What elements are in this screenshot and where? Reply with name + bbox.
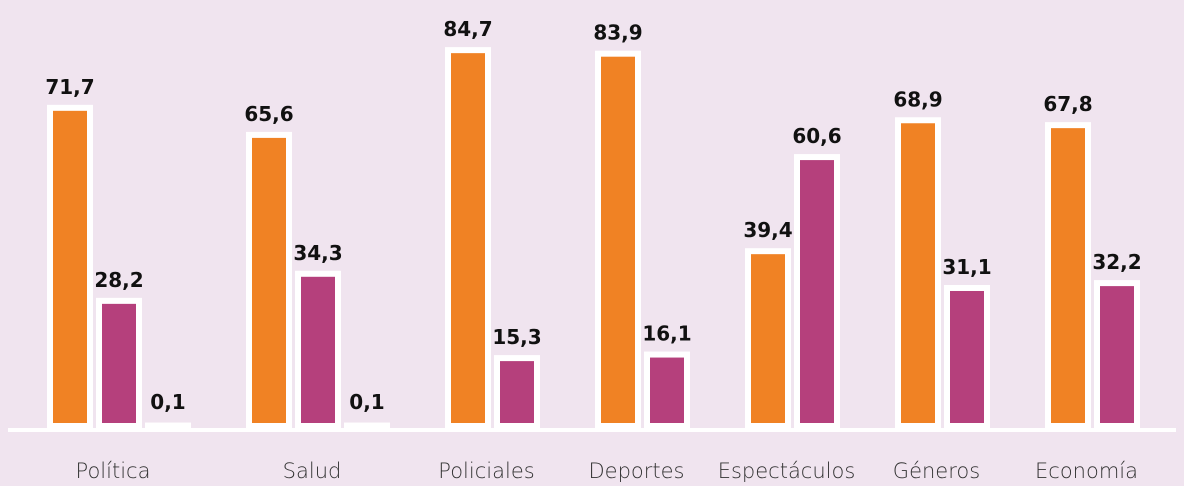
x-tick-label: Economía [1035, 459, 1138, 483]
value-label: 32,2 [1092, 250, 1141, 274]
x-tick-label: Política [76, 459, 151, 483]
value-label: 71,7 [45, 75, 94, 99]
value-label: 68,9 [893, 87, 942, 111]
value-label: 28,2 [94, 268, 143, 292]
bar [944, 284, 990, 429]
value-label: 39,4 [743, 218, 792, 242]
bar [595, 50, 641, 429]
bar [644, 351, 690, 429]
value-label: 31,1 [942, 255, 991, 279]
bar [1094, 280, 1140, 429]
bar [295, 270, 341, 430]
x-tick-label: Géneros [893, 459, 980, 483]
value-label: 34,3 [293, 241, 342, 265]
value-label: 65,6 [244, 102, 293, 126]
x-tick-label: Deportes [589, 459, 685, 483]
bar [794, 154, 840, 429]
bar [1045, 122, 1091, 429]
bar [96, 297, 142, 429]
value-label: 84,7 [443, 17, 492, 41]
bar [445, 47, 491, 430]
value-label: 0,1 [150, 390, 185, 414]
value-label: 67,8 [1043, 92, 1092, 116]
x-tick-label: Salud [283, 459, 342, 483]
bar [47, 104, 93, 430]
value-label: 83,9 [593, 21, 642, 45]
value-label: 0,1 [349, 390, 384, 414]
bar [745, 248, 791, 429]
bar [494, 355, 540, 430]
bar [895, 117, 941, 429]
x-tick-label: Espectáculos [718, 459, 856, 483]
value-label: 60,6 [792, 124, 841, 148]
value-label: 15,3 [492, 325, 541, 349]
value-label: 16,1 [642, 322, 691, 346]
x-tick-label: Policiales [438, 459, 534, 483]
bar [246, 131, 292, 429]
